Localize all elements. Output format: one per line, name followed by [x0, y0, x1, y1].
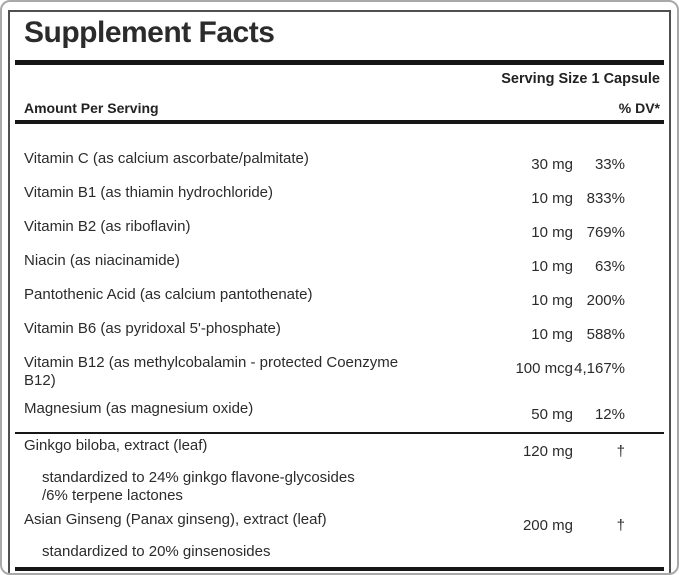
nutrient-amount: 10 mg	[531, 326, 573, 343]
section-divider	[15, 432, 664, 434]
nutrient-name: standardized to 20% ginsenosides	[42, 543, 271, 560]
percent-dv-header: % DV*	[618, 100, 660, 116]
nutrient-row: Pantothenic Acid (as calcium pantothenat…	[17, 286, 662, 310]
nutrient-amount: 10 mg	[531, 190, 573, 207]
standardization-row: standardized to 24% ginkgo flavone-glyco…	[17, 469, 662, 505]
nutrient-name: Vitamin B2 (as riboflavin)	[24, 218, 191, 235]
nutrient-name: standardized to 24% ginkgo flavone-glyco…	[42, 469, 355, 504]
nutrient-name: Ginkgo biloba, extract (leaf)	[24, 437, 208, 454]
nutrient-dv: 63%	[594, 258, 625, 275]
standardization-row: standardized to 20% ginsenosides	[17, 543, 662, 561]
nutrient-dv: 200%	[586, 292, 625, 309]
nutrient-amount: 10 mg	[531, 292, 573, 309]
nutrient-name: Niacin (as niacinamide)	[24, 252, 180, 269]
nutrient-dv: 769%	[586, 224, 625, 241]
nutrient-row: Asian Ginseng (Panax ginseng), extract (…	[17, 511, 662, 535]
column-header-row: Amount Per Serving % DV*	[17, 100, 662, 117]
nutrient-dv: 33%	[594, 156, 625, 173]
nutrient-amount: 10 mg	[531, 258, 573, 275]
nutrient-dv: 4,167%	[574, 360, 625, 377]
nutrient-name: Vitamin B1 (as thiamin hydrochloride)	[24, 184, 274, 201]
nutrient-row: Vitamin B2 (as riboflavin) 10 mg 769%	[17, 218, 662, 242]
panel-title: Supplement Facts	[24, 16, 275, 49]
nutrient-row: Magnesium (as magnesium oxide) 50 mg 12%	[17, 400, 662, 424]
nutrient-dv: †	[616, 517, 625, 534]
nutrient-row: Vitamin B1 (as thiamin hydrochloride) 10 …	[17, 184, 662, 208]
supplement-facts-panel: Supplement Facts Serving Size 1 Capsule …	[8, 10, 671, 573]
nutrient-dv: 12%	[594, 406, 625, 423]
heavy-rule-header	[15, 120, 664, 124]
amount-per-serving-header: Amount Per Serving	[24, 100, 159, 116]
nutrient-dv: 588%	[586, 326, 625, 343]
nutrient-name: Pantothenic Acid (as calcium pantothenat…	[24, 286, 313, 303]
nutrient-name: Vitamin B6 (as pyridoxal 5'-phosphate)	[24, 320, 281, 337]
nutrient-amount: 200 mg	[522, 517, 573, 534]
nutrient-amount: 50 mg	[531, 406, 573, 423]
nutrient-amount: 30 mg	[531, 156, 573, 173]
nutrient-row: Vitamin B6 (as pyridoxal 5'-phosphate) 10…	[17, 320, 662, 344]
nutrient-amount: 120 mg	[522, 443, 573, 460]
nutrient-amount: 10 mg	[531, 224, 573, 241]
nutrient-dv: †	[616, 443, 625, 460]
heavy-rule-bottom	[15, 567, 664, 571]
heavy-rule-top	[15, 60, 664, 65]
nutrient-row: Ginkgo biloba, extract (leaf) 120 mg †	[17, 437, 662, 461]
nutrient-row: Vitamin C (as calcium ascorbate/palmitat…	[17, 150, 662, 174]
nutrient-name: Magnesium (as magnesium oxide)	[24, 400, 254, 417]
nutrient-name: Vitamin B12 (as methylcobalamin - protec…	[24, 354, 399, 389]
nutrient-amount: 100 mcg	[515, 360, 573, 377]
serving-size: Serving Size 1 Capsule	[501, 71, 660, 87]
nutrient-dv: 833%	[586, 190, 625, 207]
nutrient-row: Niacin (as niacinamide) 10 mg 63%	[17, 252, 662, 276]
nutrient-row: Vitamin B12 (as methylcobalamin - protec…	[17, 354, 662, 390]
nutrient-name: Asian Ginseng (Panax ginseng), extract (…	[24, 511, 327, 528]
nutrient-rows: Vitamin C (as calcium ascorbate/palmitat…	[15, 124, 664, 561]
nutrient-name: Vitamin C (as calcium ascorbate/palmitat…	[24, 150, 309, 167]
